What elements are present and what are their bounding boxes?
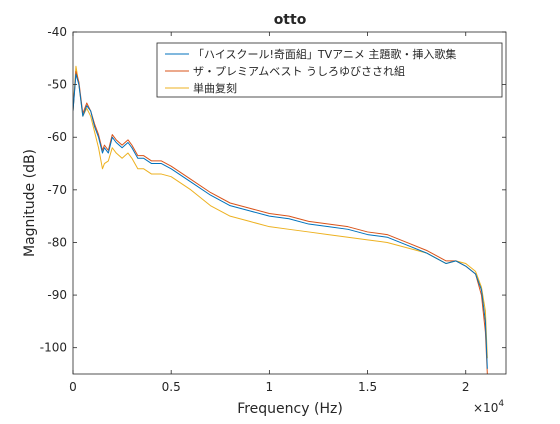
y-tick-label: -40 xyxy=(47,25,67,39)
legend-box xyxy=(156,42,503,98)
y-tick-label: -50 xyxy=(47,78,67,92)
x-tick-label: 2 xyxy=(462,380,470,394)
x-tick-label: 0 xyxy=(69,380,77,394)
x-exponent-power: 4 xyxy=(498,399,504,409)
chart-title: otto xyxy=(274,12,307,28)
legend: 「ハイスクール!奇面組」TVアニメ 主題歌・挿入歌集 ザ・プレミアムベスト うし… xyxy=(156,42,503,98)
plot-frame xyxy=(72,31,507,375)
legend-label-1: 「ハイスクール!奇面組」TVアニメ 主題歌・挿入歌集 xyxy=(193,47,456,61)
y-tick-label: -60 xyxy=(47,130,67,144)
x-exponent-base: ×10 xyxy=(473,401,498,415)
y-tick-label: -80 xyxy=(47,235,67,249)
x-exponent-label: ×104 xyxy=(473,399,504,415)
series-line-1 xyxy=(73,73,488,369)
y-tick-label: -70 xyxy=(47,183,67,197)
legend-label-3: 単曲复刻 xyxy=(193,81,237,95)
x-axis: 0 0.5 1 1.5 2 xyxy=(69,32,470,394)
x-tick-label: 1.5 xyxy=(358,380,377,394)
x-tick-label: 1 xyxy=(266,380,274,394)
y-tick-label: -100 xyxy=(40,341,67,355)
y-axis-label: Magnitude (dB) xyxy=(22,149,38,257)
y-axis: -40 -50 -60 -70 -80 -90 -100 xyxy=(40,25,506,355)
series-layer xyxy=(73,65,488,374)
y-tick-label: -90 xyxy=(47,288,67,302)
series-line-2 xyxy=(73,70,488,374)
x-axis-label: Frequency (Hz) xyxy=(237,401,343,417)
x-tick-label: 0.5 xyxy=(162,380,181,394)
legend-label-2: ザ・プレミアムベスト うしろゆびさされ組 xyxy=(193,65,405,78)
